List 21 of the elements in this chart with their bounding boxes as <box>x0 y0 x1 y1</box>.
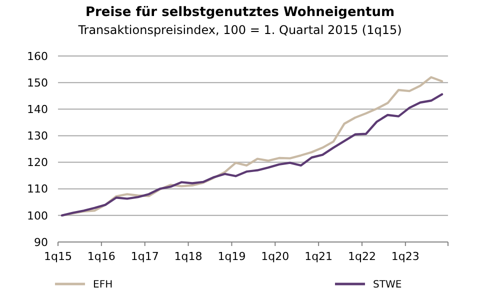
x-tick-label: 1q20 <box>261 250 290 263</box>
y-tick-label: 140 <box>27 102 48 116</box>
legend-label: EFH <box>93 280 113 290</box>
x-tick-label: 1q17 <box>130 250 159 263</box>
y-tick-label: 150 <box>27 76 48 90</box>
legend-label: STWE <box>373 280 402 290</box>
y-tick-label: 100 <box>27 209 48 222</box>
y-tick-label: 110 <box>27 182 48 196</box>
x-tick-label: 1q22 <box>348 250 376 263</box>
y-tick-label: 90 <box>34 236 48 249</box>
y-tick-label: 160 <box>27 50 48 63</box>
x-tick-label: 1q21 <box>304 250 333 263</box>
x-tick-label: 1q23 <box>391 250 420 263</box>
x-tick-label: 1q18 <box>174 250 202 263</box>
x-tick-label: 1q16 <box>87 250 116 263</box>
y-tick-label: 120 <box>27 156 48 170</box>
x-tick-label: 1q19 <box>218 250 246 263</box>
y-tick-label: 130 <box>27 130 48 143</box>
chart-subtitle: Transaktionspreisindex, 100 = 1. Quartal 2015 (1q15) <box>77 23 402 37</box>
chart-title: Preise für selbstgenutztes Wohneigentum <box>85 5 395 20</box>
x-tick-label: 1q15 <box>44 250 72 263</box>
